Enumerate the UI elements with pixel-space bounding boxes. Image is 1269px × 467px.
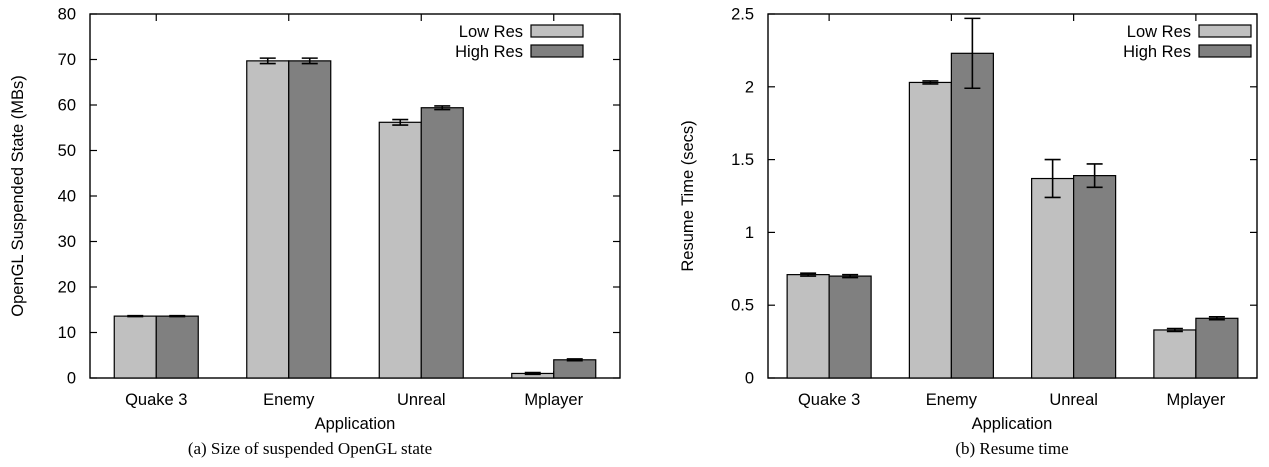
y-tick-label: 1	[745, 224, 754, 242]
x-tick-label: Enemy	[926, 391, 978, 409]
x-axis-label: Application	[972, 415, 1053, 433]
x-tick-label: Unreal	[397, 391, 446, 409]
y-tick-label: 2.5	[731, 6, 754, 24]
chart-resume-time: 0 0.5 1 1.5 2 2.5 Resume Time (secs) Quake 3 Ene…	[679, 6, 1258, 458]
x-tick-label: Mplayer	[524, 391, 583, 409]
bar-high-res	[1073, 175, 1117, 379]
y-tick-label: 20	[58, 279, 76, 297]
y-tick-label: 1.5	[731, 151, 754, 169]
y-axis-label: OpenGL Suspended State (MBs)	[9, 75, 27, 317]
legend-label: Low Res	[459, 23, 523, 41]
bar-high-res	[420, 107, 464, 379]
bar-low-res	[786, 274, 830, 379]
y-tick-label: 0.5	[731, 297, 754, 315]
bar-high-res	[950, 52, 994, 379]
legend-label: Low Res	[1127, 23, 1191, 41]
figure-caption: (a) Size of suspended OpenGL state	[188, 439, 432, 458]
chart-state-size: 0 10 20 30 40 50 60 70 80 OpenGL Suspended State …	[9, 6, 621, 458]
bar-high-res	[1195, 317, 1239, 379]
y-tick-label: 10	[58, 324, 76, 342]
legend-swatch-high-res	[1198, 44, 1252, 58]
y-tick-label: 40	[58, 188, 76, 206]
x-tick-label: Quake 3	[125, 391, 187, 409]
bar-low-res	[378, 121, 422, 379]
legend-label: High Res	[455, 43, 523, 61]
y-tick-label: 80	[58, 6, 76, 24]
legend-swatch-low-res	[530, 24, 584, 38]
y-tick-label: 2	[745, 78, 754, 96]
y-tick-label: 30	[58, 233, 76, 251]
y-tick-label: 70	[58, 51, 76, 69]
x-axis-label: Application	[315, 415, 396, 433]
y-tick-label: 60	[58, 97, 76, 115]
y-tick-label: 0	[745, 370, 754, 388]
legend-swatch-high-res	[530, 44, 584, 58]
bar-low-res	[908, 81, 952, 379]
bar-high-res	[155, 315, 199, 379]
plot-frame	[767, 13, 1258, 379]
x-tick-label: Quake 3	[798, 391, 860, 409]
x-tick-label: Enemy	[263, 391, 315, 409]
bar-high-res	[828, 275, 872, 379]
bar-high-res	[288, 60, 332, 379]
y-tick-label: 0	[67, 370, 76, 388]
y-tick-label: 50	[58, 142, 76, 160]
bar-low-res	[113, 315, 157, 379]
bar-low-res	[246, 60, 290, 379]
legend-label: High Res	[1123, 43, 1191, 61]
y-axis-label: Resume Time (secs)	[679, 120, 697, 271]
legend-swatch-low-res	[1198, 24, 1252, 38]
bar-low-res	[1031, 177, 1075, 379]
bar-low-res	[1153, 329, 1197, 379]
x-tick-label: Unreal	[1049, 391, 1098, 409]
x-tick-label: Mplayer	[1167, 391, 1226, 409]
bar-high-res	[553, 359, 597, 379]
figure-caption: (b) Resume time	[955, 439, 1068, 458]
